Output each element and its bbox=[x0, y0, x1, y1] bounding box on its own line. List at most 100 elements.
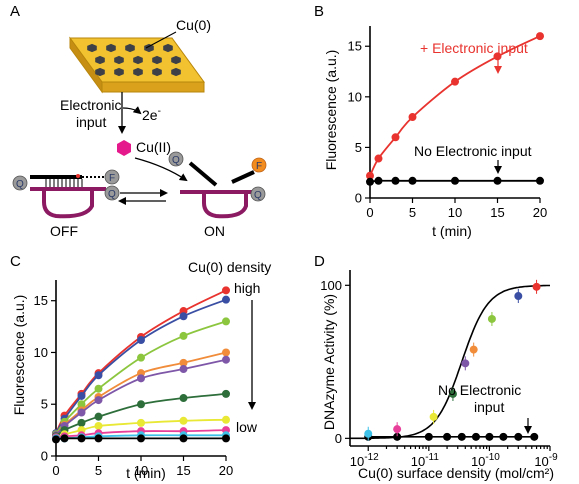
panel-a: A Cu(0) Electronic input 2e- Cu(II) bbox=[10, 3, 267, 239]
chart-c-data-point bbox=[94, 396, 103, 405]
chart-c-legend-high: high bbox=[234, 280, 260, 296]
panel-d: D 10-12 10-11 10-10 10-9 0 100 Cu(0) surface … bbox=[314, 253, 558, 481]
svg-text:F: F bbox=[256, 161, 262, 172]
chart-b-data-point bbox=[366, 177, 374, 186]
chart-d-xlabel: Cu(0) surface density (mol/cm²) bbox=[358, 465, 554, 481]
chart-c: 0 5 10 15 20 0 5 10 15 bbox=[34, 280, 233, 478]
chart-b-data-point bbox=[493, 176, 502, 185]
cu0-hexagon-array bbox=[87, 43, 181, 77]
chart-b-series-label-electronic: + Electronic input bbox=[420, 40, 528, 56]
chart-b-data-point bbox=[366, 171, 374, 180]
chart-b-data-point bbox=[536, 176, 544, 185]
chart-b-x-tick-label: 15 bbox=[490, 205, 504, 220]
chart-b-data-point bbox=[451, 77, 459, 86]
chart-c-data-point bbox=[94, 371, 103, 380]
chart-b-y-tick-label: 15 bbox=[348, 39, 362, 54]
chart-d-x-tick-label: 10-9 bbox=[534, 452, 558, 469]
cu0-hexagon-icon bbox=[87, 43, 97, 53]
chart-c-data-point bbox=[77, 408, 86, 417]
chart-b-x-tick-label: 20 bbox=[533, 205, 547, 220]
panel-letter-c: C bbox=[10, 253, 21, 270]
chart-c-y-tick-label: 0 bbox=[41, 449, 48, 464]
chart-d-annotation-1: No Electronic bbox=[438, 382, 521, 398]
chart-c-data-point bbox=[137, 336, 145, 345]
chart-c-data-point bbox=[179, 394, 188, 403]
chart-b-data-point bbox=[536, 32, 544, 41]
svg-text:Q: Q bbox=[108, 189, 116, 200]
chart-d-x-tick-label: 10-12 bbox=[350, 452, 379, 469]
chart-c-data-point bbox=[77, 418, 86, 427]
chart-b-data-point bbox=[408, 176, 417, 185]
cu0-hexagon-icon bbox=[171, 67, 181, 77]
chart-b-x-tick-label: 5 bbox=[409, 205, 416, 220]
cu0-hexagon-icon bbox=[95, 55, 105, 65]
chart-c-data-point bbox=[222, 415, 230, 424]
chart-c-data-point bbox=[179, 416, 188, 425]
chart-c-y-tick-label: 10 bbox=[34, 345, 48, 360]
dnazyme-on-state: Q F Q bbox=[168, 151, 267, 219]
chart-d-x-tick-label: 10-11 bbox=[411, 452, 440, 469]
chart-c-x-tick-label: 5 bbox=[95, 463, 102, 478]
chart-b-x-tick-label: 0 bbox=[366, 205, 373, 220]
chart-d-data-point bbox=[429, 412, 438, 421]
chart-b-x-tick-label: 10 bbox=[448, 205, 462, 220]
svg-text:Q: Q bbox=[172, 155, 180, 166]
chart-c-x-tick-label: 0 bbox=[52, 463, 59, 478]
cu0-label: Cu(0) bbox=[176, 17, 211, 33]
chart-d-baseline-point bbox=[457, 432, 466, 441]
cu0-hexagon-icon bbox=[171, 55, 181, 65]
chart-c-data-point bbox=[222, 434, 230, 443]
chart-c-data-point bbox=[137, 374, 145, 383]
chart-c-data-point bbox=[222, 317, 230, 326]
cu0-hexagon-icon bbox=[152, 67, 162, 77]
panel-c: C 0 5 10 15 20 0 5 10 15 t (min) Fluorescence (a… bbox=[10, 253, 271, 481]
chart-c-legend-low: low bbox=[236, 419, 258, 435]
chart-d-baseline-point bbox=[443, 432, 452, 441]
panel-letter-d: D bbox=[314, 253, 325, 270]
chart-c-x-tick-label: 20 bbox=[219, 463, 233, 478]
cu0-hexagon-icon bbox=[133, 67, 143, 77]
chart-d-data-point bbox=[469, 345, 478, 354]
chart-b-y-tick-label: 10 bbox=[348, 89, 362, 104]
chart-d-baseline-point bbox=[514, 432, 523, 441]
chart-b-xlabel: t (min) bbox=[432, 223, 472, 239]
chart-c-ylabel: Fluorescence (a.u.) bbox=[11, 295, 27, 416]
cu0-hexagon-icon bbox=[152, 55, 162, 65]
chart-c-data-point bbox=[179, 358, 188, 367]
svg-text:F: F bbox=[109, 173, 115, 184]
on-label: ON bbox=[204, 223, 225, 239]
svg-text:Q: Q bbox=[254, 190, 262, 201]
chart-c-data-point bbox=[94, 412, 103, 421]
chart-d-data-point bbox=[448, 389, 457, 398]
chart-b-data-point bbox=[493, 52, 502, 61]
chart-b-ylabel: Fluorescence (a.u.) bbox=[323, 50, 339, 171]
chart-c-data-point bbox=[222, 355, 230, 364]
chart-c-y-tick-label: 15 bbox=[34, 293, 48, 308]
chart-c-data-point bbox=[77, 391, 86, 400]
chart-b-data-point bbox=[408, 113, 417, 122]
chart-d-data-point bbox=[364, 429, 373, 438]
cu0-hexagon-icon bbox=[114, 55, 124, 65]
chart-c-xlabel: t (min) bbox=[126, 465, 166, 481]
cu0-hexagon-icon bbox=[114, 67, 124, 77]
chart-d-y-tick-label: 100 bbox=[320, 278, 342, 293]
chart-d-annotation-2: input bbox=[474, 399, 504, 415]
cu0-hexagon-icon bbox=[144, 43, 154, 53]
cu0-hexagon-icon bbox=[163, 43, 173, 53]
cu0-hexagon-icon bbox=[133, 55, 143, 65]
chart-c-data-point bbox=[222, 295, 230, 304]
chart-d-baseline-point bbox=[530, 432, 539, 441]
chart-d-data-point bbox=[393, 425, 402, 434]
chart-b-data-point bbox=[451, 176, 459, 185]
electronic-input-label-1: Electronic bbox=[60, 97, 121, 113]
chart-c-data-point bbox=[222, 348, 230, 357]
chart-b-y-tick-label: 5 bbox=[355, 140, 362, 155]
chart-c-legend-title: Cu(0) density bbox=[188, 259, 271, 275]
chart-c-data-point bbox=[137, 434, 145, 443]
off-label: OFF bbox=[50, 223, 78, 239]
chart-d-data-point bbox=[461, 359, 470, 368]
chart-b: 0 5 10 15 20 0 5 10 15 bbox=[348, 26, 547, 220]
chart-d-baseline-point bbox=[471, 432, 480, 441]
chart-d-baseline-point bbox=[424, 432, 433, 441]
